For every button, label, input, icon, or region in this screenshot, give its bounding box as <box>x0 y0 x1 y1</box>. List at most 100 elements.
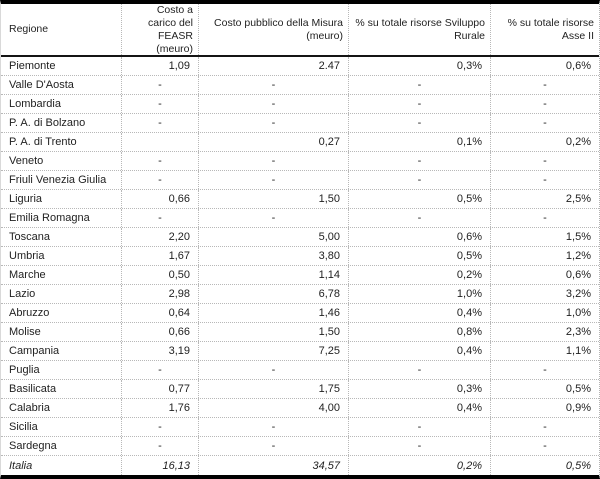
cell-pct-sviluppo-rurale: - <box>349 418 491 436</box>
table-row: Calabria 1,76 4,00 0,4% 0,9% <box>1 399 599 418</box>
cell-pct-sviluppo-rurale: 0,2% <box>349 266 491 284</box>
cell-costo-pubblico: - <box>199 209 349 227</box>
cell-pct-asse-ii: - <box>543 440 547 452</box>
cell-regione: Liguria <box>1 190 122 208</box>
cell-costo-feasr <box>122 133 199 151</box>
cell-pct-sviluppo-rurale: - <box>349 114 491 132</box>
cell-pct-asse-ii: 1,2% <box>565 250 591 262</box>
cell-pct-sviluppo-rurale: 0,3% <box>349 57 491 75</box>
cell-pct-sviluppo-rurale: - <box>349 171 491 189</box>
table-row: Friuli Venezia Giulia - - - - <box>1 171 599 190</box>
cell-costo-pubblico: 5,00 <box>199 228 349 246</box>
cell-costo-feasr: 0,66 <box>122 323 199 341</box>
cell-costo-pubblico: 1,14 <box>199 266 349 284</box>
cell-costo-feasr: 0,77 <box>122 380 199 398</box>
cell-regione: Friuli Venezia Giulia <box>1 171 122 189</box>
table-row: Toscana 2,20 5,00 0,6% 1,5% <box>1 228 599 247</box>
cell-pct-sviluppo-rurale: 1,0% <box>349 285 491 303</box>
cell-regione: Umbria <box>1 247 122 265</box>
cell-costo-feasr: - <box>122 418 199 436</box>
cell-costo-feasr: 1,67 <box>122 247 199 265</box>
cell-costo-feasr: - <box>122 209 199 227</box>
cell-costo-feasr: 0,50 <box>122 266 199 284</box>
cell-pct-asse-ii: - <box>543 117 547 129</box>
cell-pct-asse-ii: - <box>543 174 547 186</box>
cell-costo-feasr: 2,20 <box>122 228 199 246</box>
cell-costo-feasr: - <box>122 361 199 379</box>
cell-pct-asse-ii: 0,5% <box>565 383 591 395</box>
cell-costo-pubblico: 6,78 <box>199 285 349 303</box>
cell-pct-sviluppo-rurale: 0,5% <box>349 190 491 208</box>
cell-costo-feasr: 0,66 <box>122 190 199 208</box>
cell-pct-sviluppo-rurale: 0,3% <box>349 380 491 398</box>
cell-pct-asse-ii: 1,1% <box>565 345 591 357</box>
cell-pct-sviluppo-rurale: - <box>349 209 491 227</box>
table-row: Lazio 2,98 6,78 1,0% 3,2% <box>1 285 599 304</box>
cell-regione: Italia <box>1 456 122 475</box>
cell-costo-feasr: - <box>122 95 199 113</box>
cell-costo-feasr: 1,09 <box>122 57 199 75</box>
cell-regione: Lombardia <box>1 95 122 113</box>
cell-costo-feasr: - <box>122 437 199 455</box>
cell-costo-pubblico: - <box>199 171 349 189</box>
cell-pct-sviluppo-rurale: 0,6% <box>349 228 491 246</box>
cell-costo-feasr: 2,98 <box>122 285 199 303</box>
cell-costo-feasr: 3,19 <box>122 342 199 360</box>
cell-costo-pubblico: 1,46 <box>199 304 349 322</box>
cell-costo-pubblico: - <box>199 418 349 436</box>
cell-regione: P. A. di Trento <box>1 133 122 151</box>
cell-regione: P. A. di Bolzano <box>1 114 122 132</box>
table-row: Valle D'Aosta - - - - <box>1 76 599 95</box>
cell-pct-asse-ii: 0,6% <box>565 269 591 281</box>
cell-costo-pubblico: 1,50 <box>199 323 349 341</box>
cell-pct-asse-ii: 1,5% <box>565 231 591 243</box>
cell-pct-sviluppo-rurale: - <box>349 95 491 113</box>
cell-regione: Valle D'Aosta <box>1 76 122 94</box>
cell-costo-feasr: 16,13 <box>122 456 199 475</box>
cell-costo-pubblico: 0,27 <box>199 133 349 151</box>
cell-regione: Sicilia <box>1 418 122 436</box>
cell-pct-sviluppo-rurale: - <box>349 361 491 379</box>
table-row: Basilicata 0,77 1,75 0,3% 0,5% <box>1 380 599 399</box>
table-row: Piemonte 1,09 2.47 0,3% 0,6% <box>1 57 599 76</box>
cell-costo-pubblico: - <box>199 76 349 94</box>
cell-pct-asse-ii: - <box>543 364 547 376</box>
cell-pct-asse-ii: 0,9% <box>565 402 591 414</box>
cell-regione: Sardegna <box>1 437 122 455</box>
cell-pct-sviluppo-rurale: 0,4% <box>349 304 491 322</box>
cell-pct-asse-ii: 2,5% <box>565 193 591 205</box>
cell-regione: Lazio <box>1 285 122 303</box>
cell-regione: Molise <box>1 323 122 341</box>
cell-costo-pubblico: 7,25 <box>199 342 349 360</box>
cell-costo-pubblico: - <box>199 437 349 455</box>
cell-costo-pubblico: 3,80 <box>199 247 349 265</box>
table-row: Campania 3,19 7,25 0,4% 1,1% <box>1 342 599 361</box>
cell-costo-feasr: 0,64 <box>122 304 199 322</box>
table-row: P. A. di Trento 0,27 0,1% 0,2% <box>1 133 599 152</box>
table-row: Puglia - - - - <box>1 361 599 380</box>
table-row: Veneto - - - - <box>1 152 599 171</box>
cell-regione: Veneto <box>1 152 122 170</box>
cell-regione: Campania <box>1 342 122 360</box>
cell-costo-pubblico: 2.47 <box>199 57 349 75</box>
table-row: Molise 0,66 1,50 0,8% 2,3% <box>1 323 599 342</box>
cell-pct-sviluppo-rurale: 0,8% <box>349 323 491 341</box>
cell-pct-asse-ii: - <box>543 212 547 224</box>
table-row: Umbria 1,67 3,80 0,5% 1,2% <box>1 247 599 266</box>
cell-regione: Calabria <box>1 399 122 417</box>
table-row: Emilia Romagna - - - - <box>1 209 599 228</box>
table-row: Liguria 0,66 1,50 0,5% 2,5% <box>1 190 599 209</box>
table-row: Lombardia - - - - <box>1 95 599 114</box>
cell-pct-sviluppo-rurale: - <box>349 76 491 94</box>
cell-costo-feasr: 1,76 <box>122 399 199 417</box>
table-row: Marche 0,50 1,14 0,2% 0,6% <box>1 266 599 285</box>
cell-pct-asse-ii: - <box>543 98 547 110</box>
cell-regione: Abruzzo <box>1 304 122 322</box>
cell-costo-pubblico: - <box>199 95 349 113</box>
cell-pct-asse-ii: 1,0% <box>565 307 591 319</box>
cell-costo-feasr: - <box>122 76 199 94</box>
cell-pct-asse-ii: 0,6% <box>565 60 591 72</box>
table-header-row: Regione Costo a carico del FEASR (meuro)… <box>1 4 599 57</box>
cell-costo-pubblico: - <box>199 361 349 379</box>
